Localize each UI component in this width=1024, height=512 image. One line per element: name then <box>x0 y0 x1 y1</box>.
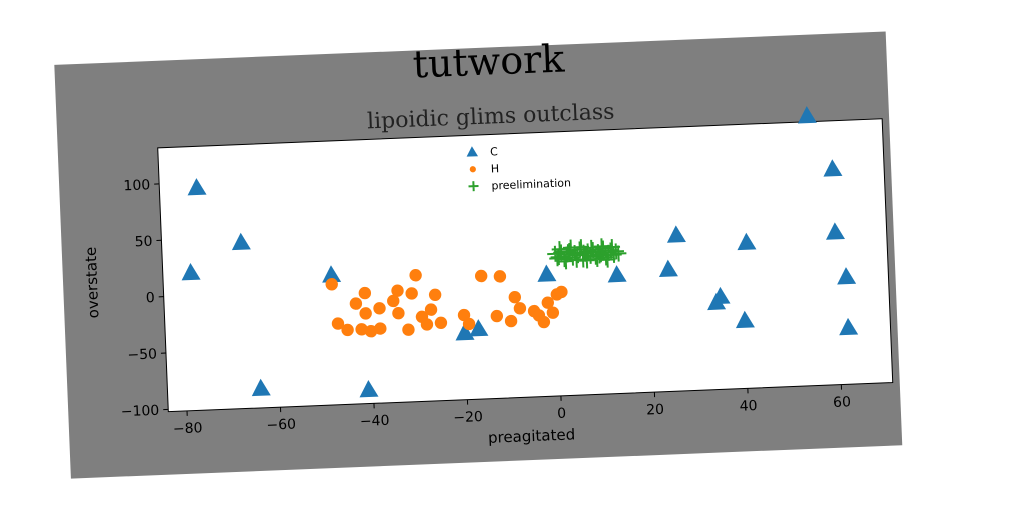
h-point <box>402 323 415 336</box>
x-tick-label: −60 <box>266 417 296 434</box>
h-point <box>424 303 438 316</box>
axis-ticks: −80 −60 −40 −20 0 20 40 60 −100 −50 0 50 100 <box>121 177 852 437</box>
h-point <box>409 269 422 282</box>
c-point <box>322 265 342 283</box>
preelimination-point <box>593 238 610 255</box>
y-tick-label: −50 <box>127 346 157 363</box>
c-point <box>737 232 757 251</box>
c-point <box>837 267 857 285</box>
h-point <box>391 284 404 297</box>
y-tick-label: 100 <box>123 177 150 194</box>
c-point <box>251 378 271 397</box>
preelimination-point <box>591 247 608 264</box>
figure-group: tutwork lipoidic glims outclass −80 −60 −4… <box>54 31 903 479</box>
c-point <box>823 159 843 177</box>
legend-marker <box>466 146 479 157</box>
h-point <box>474 269 488 283</box>
c-point <box>181 262 201 281</box>
h-point <box>373 302 386 315</box>
h-point <box>405 287 418 300</box>
h-point <box>420 318 434 331</box>
legend-marker <box>468 181 479 192</box>
x-tick-label: 60 <box>833 394 851 411</box>
c-point <box>231 232 251 251</box>
preelimination-point <box>578 252 595 269</box>
h-point <box>490 309 504 323</box>
preelimination-point <box>575 244 592 261</box>
h-point <box>555 285 568 299</box>
x-axis-label: preagitated <box>488 425 576 446</box>
c-point <box>359 380 379 398</box>
h-point <box>513 302 527 315</box>
legend-label: C <box>490 145 499 158</box>
x-tick-label: 0 <box>557 406 567 422</box>
preelimination-point <box>604 238 621 256</box>
x-tick-label: −40 <box>360 413 390 430</box>
x-tick-label: −80 <box>173 420 203 437</box>
h-point <box>537 315 551 329</box>
c-point <box>658 259 678 277</box>
preelimination-point <box>560 244 577 261</box>
h-point <box>355 323 368 336</box>
c-point <box>187 178 207 196</box>
h-point <box>387 294 400 308</box>
c-point <box>537 264 557 282</box>
y-axis-label: overstate <box>82 247 103 319</box>
c-point <box>735 310 755 329</box>
h-point <box>341 323 354 337</box>
x-tick-label: 20 <box>646 402 664 419</box>
c-point <box>469 319 489 337</box>
legend-label: H <box>491 162 500 175</box>
h-point <box>493 270 507 283</box>
legend-label: preelimination <box>491 176 571 192</box>
x-tick-label: −20 <box>453 409 483 426</box>
preelimination-point <box>557 253 574 270</box>
plot-area <box>157 118 894 413</box>
h-point <box>359 307 372 320</box>
legend-marker <box>469 166 476 173</box>
y-tick-label: 0 <box>146 290 156 306</box>
preelimination-point <box>568 251 585 268</box>
preelimination-point <box>551 241 568 258</box>
h-point <box>374 322 387 335</box>
h-point <box>428 288 442 301</box>
y-tick-label: 50 <box>134 234 152 251</box>
h-point <box>508 291 522 304</box>
preelimination-point <box>589 250 606 267</box>
c-point <box>797 106 817 124</box>
c-point <box>607 265 627 283</box>
h-point <box>358 286 372 300</box>
preelimination-point <box>549 250 566 267</box>
chart-marks <box>181 106 859 398</box>
chart-title: tutwork <box>412 36 566 86</box>
h-point <box>434 316 448 329</box>
h-point <box>541 296 554 309</box>
c-point <box>707 292 727 311</box>
h-point <box>392 306 405 320</box>
h-point <box>546 306 560 319</box>
h-point <box>504 314 518 328</box>
c-point <box>666 225 686 243</box>
c-point <box>839 317 859 336</box>
h-point <box>331 317 345 330</box>
h-point <box>462 317 476 331</box>
c-point <box>825 222 845 240</box>
h-point <box>325 278 338 291</box>
x-tick-label: 40 <box>739 398 757 415</box>
y-tick-label: −100 <box>121 403 160 421</box>
h-point <box>349 297 363 310</box>
